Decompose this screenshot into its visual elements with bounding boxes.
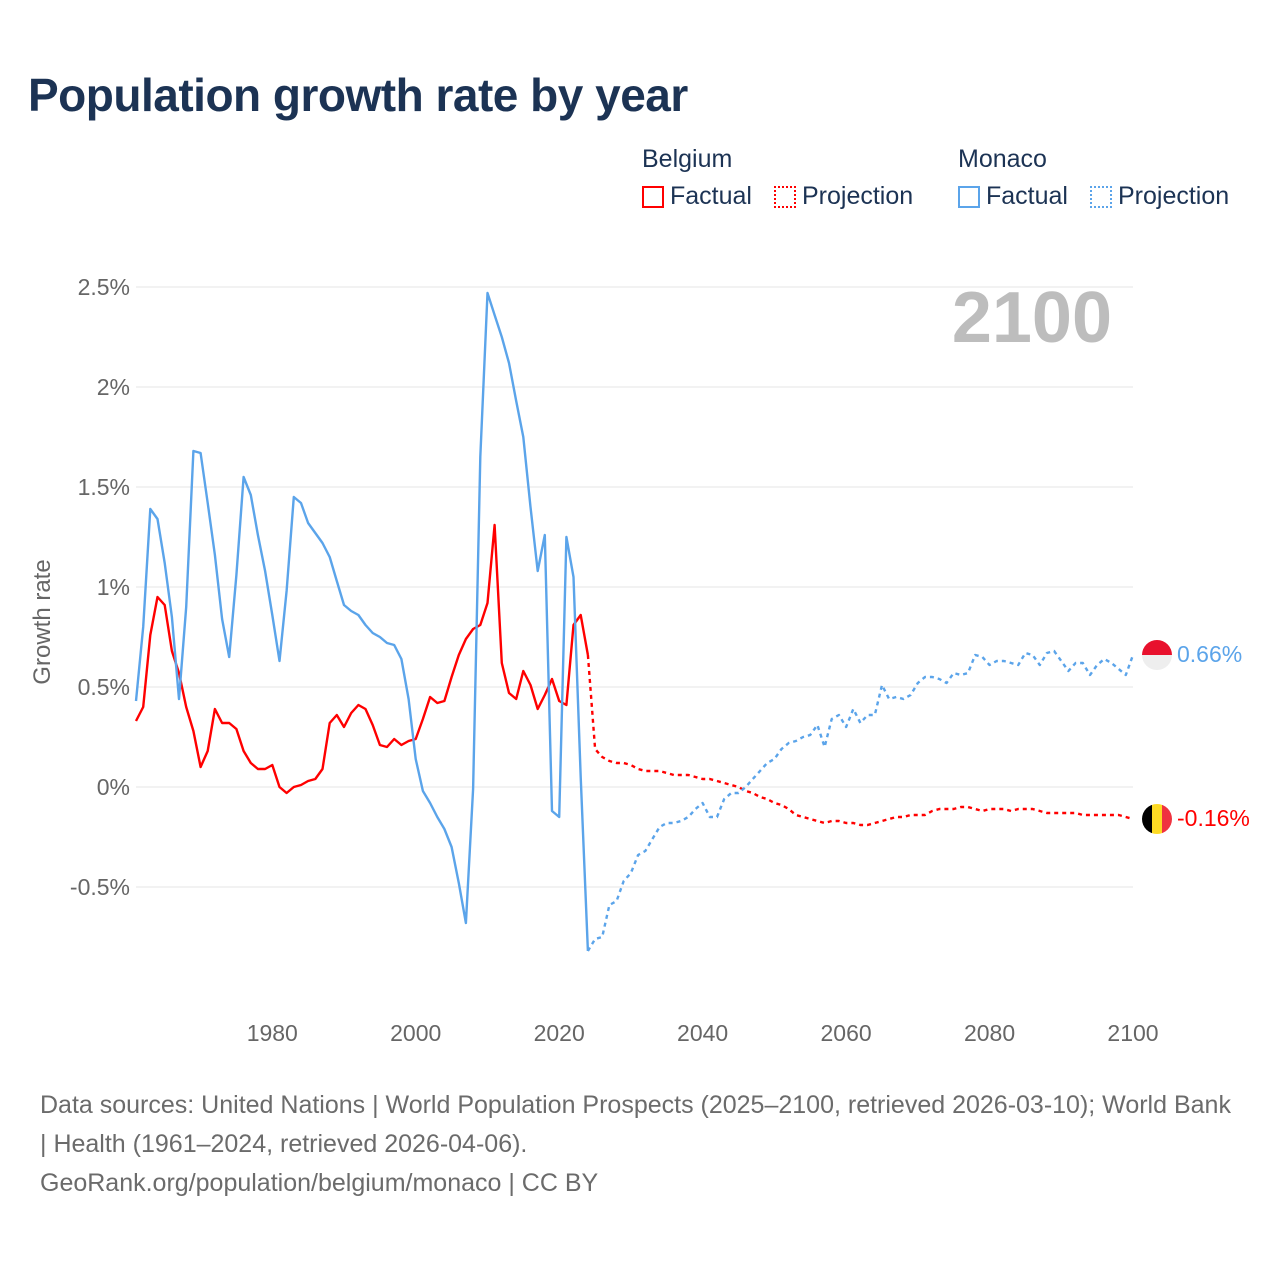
- x-tick-label: 2060: [821, 1020, 872, 1046]
- y-tick-label: -0.5%: [70, 874, 130, 900]
- legend-label: Projection: [1117, 182, 1230, 210]
- legend-belgium-projection[interactable]: Projection: [773, 182, 914, 211]
- legend-swatch-solid-icon: [958, 185, 980, 208]
- x-tick-label: 2080: [964, 1020, 1015, 1046]
- x-tick-label: 2000: [390, 1020, 441, 1046]
- x-tick-label: 2020: [534, 1020, 585, 1046]
- y-tick-label: 1%: [97, 574, 130, 600]
- year-watermark: 2100: [952, 278, 1112, 358]
- legend-monaco-title: Monaco: [958, 145, 1047, 173]
- belgium-projection-line: [586, 654, 1134, 827]
- legend-swatch-dotted-icon: [773, 185, 796, 208]
- y-tick-label: 1.5%: [78, 474, 130, 500]
- data-sources: Data sources: United Nations | World Pop…: [40, 1091, 1231, 1158]
- legend-swatch-solid-icon: [642, 185, 664, 208]
- y-axis-label: Growth rate: [29, 559, 56, 684]
- legend-swatch-dotted-icon: [1089, 185, 1112, 208]
- legend-monaco-factual[interactable]: Factual: [958, 182, 1068, 211]
- monaco-end-marker: 0.66%: [1142, 640, 1242, 670]
- legend-monaco-projection[interactable]: Projection: [1089, 182, 1230, 211]
- legend-label: Factual: [986, 182, 1068, 210]
- belgium-factual-line: [134, 523, 590, 795]
- belgium-flag-icon: [1142, 804, 1172, 834]
- belgium-end-value: -0.16%: [1177, 805, 1250, 831]
- legend-monaco: Monaco Factual Projection: [958, 145, 1245, 211]
- y-tick-label: 0.5%: [78, 674, 130, 700]
- legend-label: Projection: [801, 182, 914, 210]
- y-tick-label: 2%: [97, 374, 130, 400]
- legend-belgium-title: Belgium: [642, 145, 733, 173]
- y-tick-label: 2.5%: [78, 274, 130, 300]
- x-tick-label: 1980: [247, 1020, 298, 1046]
- monaco-factual-line: [134, 291, 590, 952]
- attribution-link[interactable]: GeoRank.org/population/belgium/monaco | …: [40, 1169, 599, 1197]
- x-tick-label: 2100: [1107, 1020, 1158, 1046]
- monaco-end-value: 0.66%: [1177, 641, 1242, 667]
- legend-belgium: Belgium Factual Projection: [642, 145, 929, 211]
- monaco-flag-icon: [1142, 640, 1172, 670]
- chart-title: Population growth rate by year: [28, 69, 688, 121]
- y-tick-label: 0%: [97, 774, 130, 800]
- x-tick-label: 2040: [677, 1020, 728, 1046]
- belgium-end-marker: -0.16%: [1142, 804, 1250, 834]
- monaco-projection-line: [586, 649, 1135, 952]
- legend-belgium-factual[interactable]: Factual: [642, 182, 752, 211]
- legend-label: Factual: [670, 182, 752, 210]
